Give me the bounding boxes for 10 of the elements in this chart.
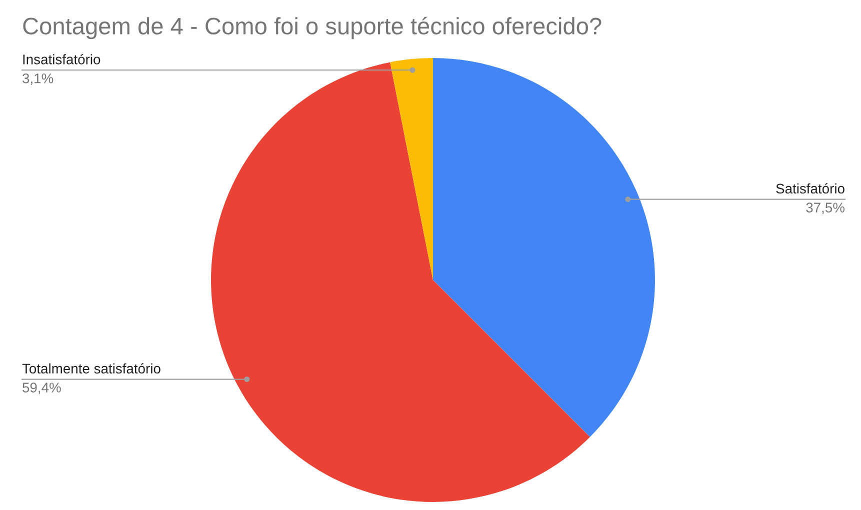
pie-slice	[390, 58, 433, 280]
chart-title: Contagem de 4 - Como foi o suporte técnico oferecido?	[23, 16, 602, 40]
data-label: 3,1%	[22, 73, 54, 85]
slice-label: Totalmente satisfatório	[22, 363, 160, 374]
data-label: 59,4%	[22, 382, 61, 394]
slice-label: Insatisfatório	[23, 54, 100, 64]
pie-slice	[211, 62, 590, 502]
data-label: 37,5%	[806, 202, 845, 214]
pie-slice	[433, 58, 655, 437]
slice-label: Satisfatório	[776, 183, 844, 194]
